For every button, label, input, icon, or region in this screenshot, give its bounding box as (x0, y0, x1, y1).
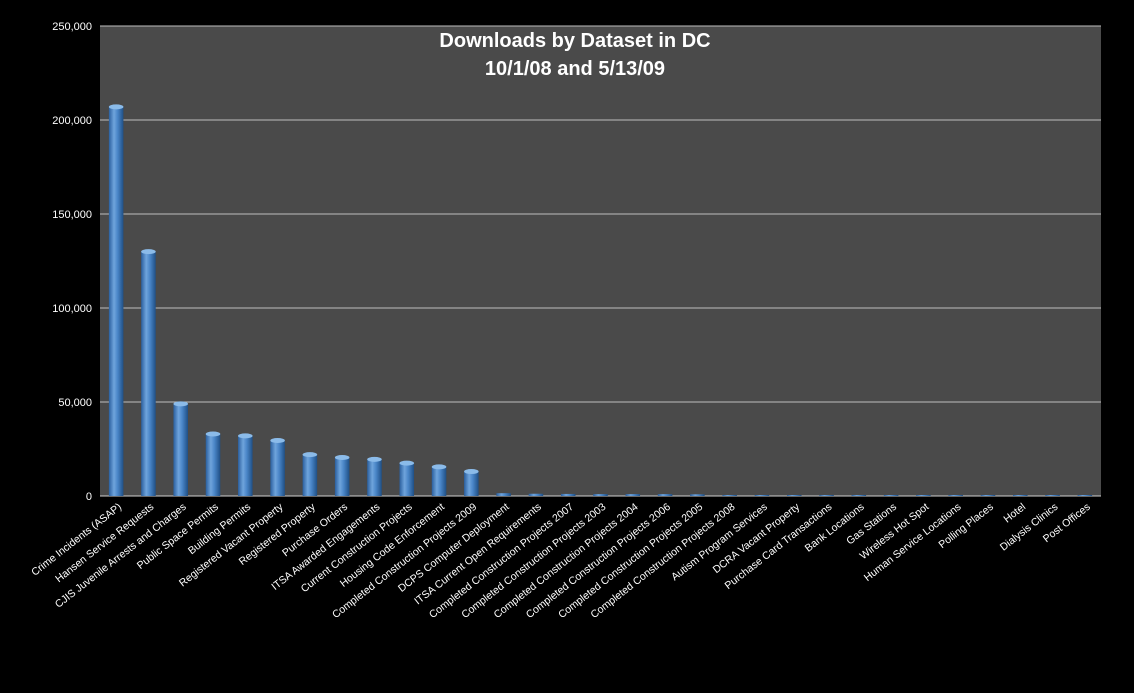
bar (690, 494, 705, 496)
y-tick-label: 0 (86, 491, 92, 503)
bars (108, 104, 1093, 496)
bar (980, 495, 996, 496)
bar (1013, 495, 1028, 496)
bar (657, 494, 673, 496)
bar-top (431, 464, 447, 470)
bar-top (464, 469, 479, 475)
bar-top (141, 249, 156, 255)
bar-top (302, 452, 318, 458)
bar (464, 471, 479, 496)
bar (786, 495, 802, 496)
bar-top (399, 460, 415, 466)
bar-top (173, 401, 188, 407)
y-tick-label: 150,000 (52, 209, 92, 221)
bar (496, 493, 511, 496)
bar (334, 457, 350, 496)
bar (948, 495, 963, 496)
bar (270, 440, 285, 496)
bar (625, 494, 641, 496)
bar (431, 466, 447, 496)
y-tick-label: 100,000 (52, 303, 92, 315)
bar (851, 495, 867, 496)
x-tick-label: CJIS Juvenile Arrests and Charges (53, 501, 189, 611)
bar (399, 463, 415, 496)
y-tick-label: 250,000 (52, 21, 92, 33)
y-tick-label: 50,000 (58, 397, 92, 409)
y-tick-label: 200,000 (52, 115, 92, 127)
bar (173, 403, 188, 496)
bar (205, 433, 221, 496)
bar-top (108, 104, 124, 110)
bar-top (270, 438, 285, 444)
bar (108, 106, 124, 496)
x-axis-ticks: Crime Incidents (ASAP)Hansen Service Req… (29, 500, 1092, 621)
bar (1045, 495, 1060, 496)
y-axis-ticks: 0 50,000 100,000 150,000 200,000 250,000 (52, 21, 92, 503)
bar (528, 493, 544, 496)
bar-top (334, 454, 350, 460)
bar (593, 494, 608, 496)
bar (916, 495, 931, 496)
bar (883, 495, 899, 496)
bar (141, 251, 156, 496)
bar (754, 495, 770, 496)
bar (302, 454, 318, 496)
bar-top (205, 431, 221, 437)
bar (722, 495, 737, 496)
x-tick-label: Hotel (1001, 501, 1028, 526)
chart-title: Downloads by Dataset in DC (439, 30, 710, 52)
bar (560, 493, 576, 496)
bar-top (238, 433, 253, 439)
bar (1077, 495, 1093, 496)
bar (819, 495, 834, 496)
chart-subtitle: 10/1/08 and 5/13/09 (485, 58, 665, 80)
bar-top (367, 456, 382, 462)
bar (367, 459, 382, 496)
plot-area (100, 26, 1101, 496)
bar (238, 435, 253, 496)
